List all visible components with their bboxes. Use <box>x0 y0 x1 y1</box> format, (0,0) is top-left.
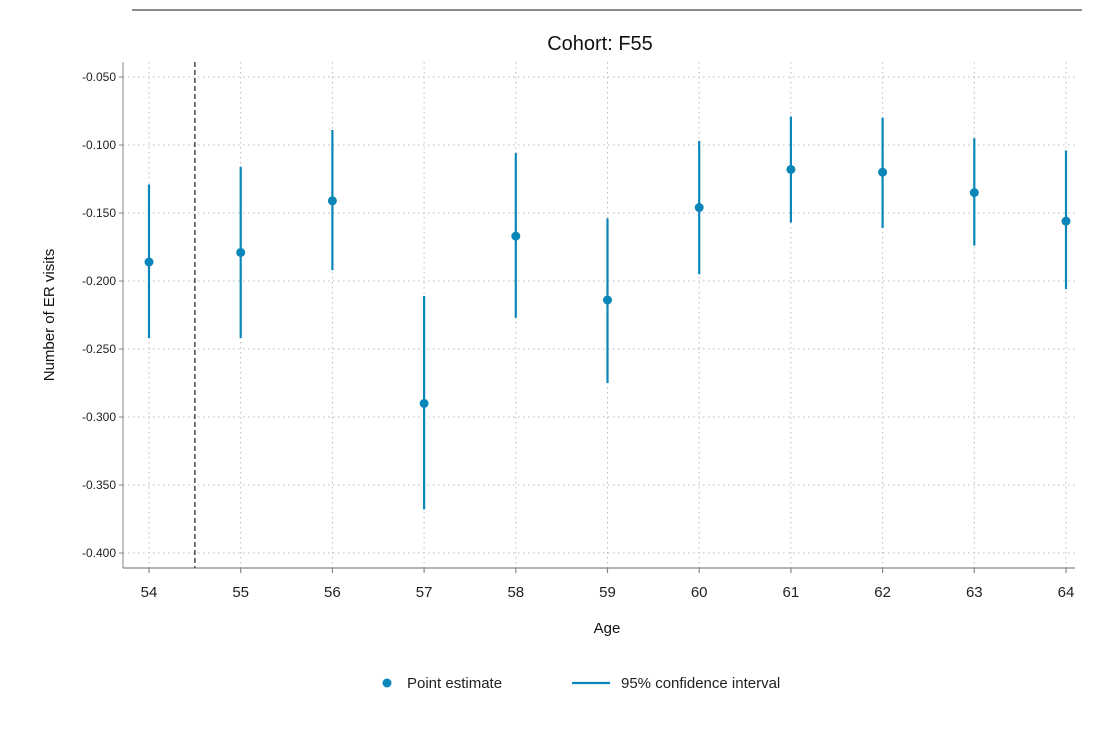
legend-label-confidence-interval: 95% confidence interval <box>621 675 780 692</box>
x-tick-label: 56 <box>324 584 341 601</box>
point-estimate-54 <box>144 257 154 267</box>
point-estimate-63 <box>969 188 979 198</box>
point-estimate-59 <box>603 295 612 305</box>
y-tick-label: -0.300 <box>82 410 116 424</box>
point-estimate-62 <box>878 167 888 177</box>
legend-label-point-estimate: Point estimate <box>407 675 502 692</box>
x-tick-label: 60 <box>691 584 708 601</box>
x-axis-label: Age <box>594 620 621 637</box>
x-tick-label: 61 <box>783 584 800 601</box>
y-tick-label: -0.100 <box>82 138 116 152</box>
point-estimate-60 <box>694 203 704 213</box>
point-estimate-57 <box>419 398 429 408</box>
y-tick-label: -0.050 <box>82 70 116 84</box>
x-tick-label: 62 <box>874 584 891 601</box>
point-estimate-56 <box>327 196 337 206</box>
x-tick-label: 59 <box>599 584 616 601</box>
y-tick-label: -0.200 <box>82 274 116 288</box>
x-tick-label: 57 <box>416 584 433 601</box>
data-layer <box>144 62 1071 568</box>
y-tick-label: -0.350 <box>82 478 116 492</box>
point-estimate-61 <box>786 164 796 174</box>
y-tick-label: -0.400 <box>82 546 116 560</box>
x-tick-label: 63 <box>966 584 983 601</box>
x-tick-label: 55 <box>232 584 249 601</box>
x-tick-label: 58 <box>507 584 524 601</box>
x-tick-label: 54 <box>141 584 158 601</box>
legend-point-marker <box>382 678 392 688</box>
grid-layer <box>123 62 1075 568</box>
x-tick-label: 64 <box>1058 584 1075 601</box>
legend: Point estimate 95% confidence interval <box>382 675 780 692</box>
chart-title: Cohort: F55 <box>547 33 653 55</box>
axis-layer: -0.050 -0.100 -0.150 -0.200 -0.250 -0.300 -0.3… <box>82 62 1075 601</box>
point-estimate-58 <box>511 231 521 241</box>
point-estimate-55 <box>236 247 246 257</box>
y-tick-label: -0.150 <box>82 206 116 220</box>
point-estimate-64 <box>1061 216 1071 226</box>
y-axis-label: Number of ER visits <box>41 249 58 382</box>
y-tick-label: -0.250 <box>82 342 116 356</box>
